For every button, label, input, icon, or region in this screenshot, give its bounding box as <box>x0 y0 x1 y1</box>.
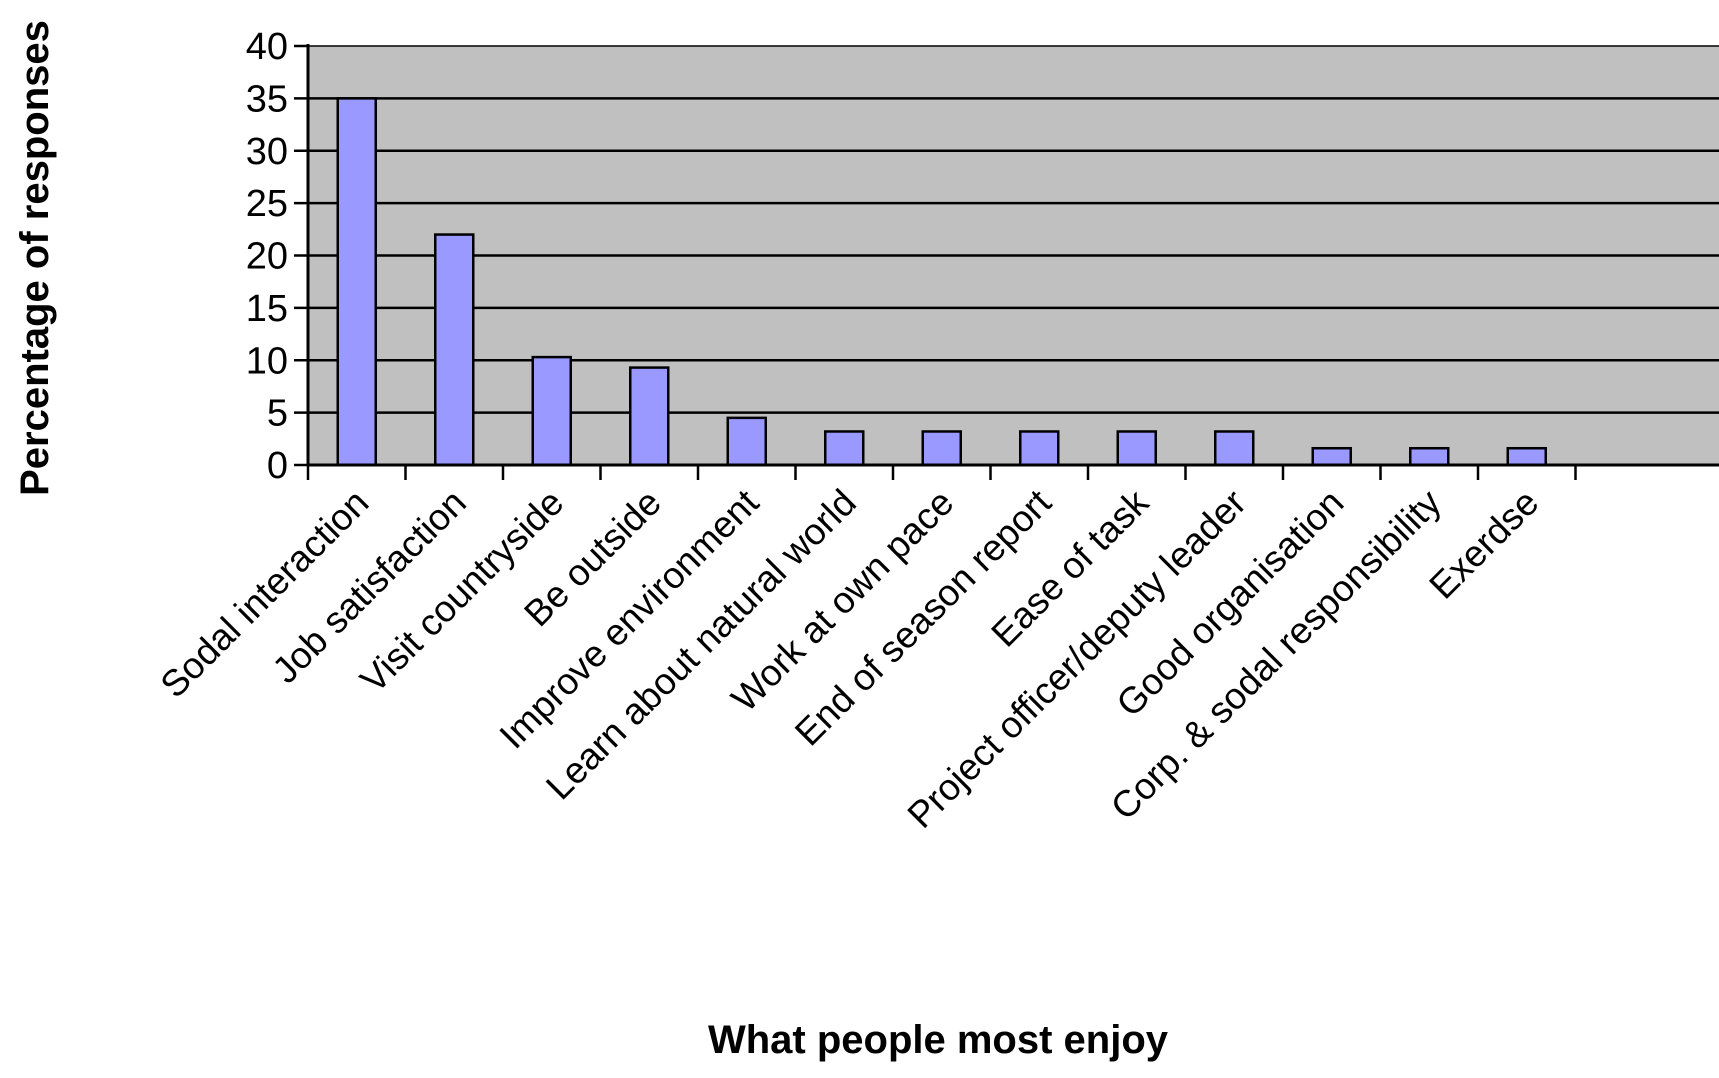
bar <box>1214 430 1255 467</box>
y-tick-label: 0 <box>267 445 288 487</box>
x-category-label: Exerdse <box>1421 482 1546 607</box>
axes <box>294 44 1719 480</box>
y-tick-label: 15 <box>246 288 288 330</box>
y-tick-label: 5 <box>267 393 288 435</box>
bar <box>434 233 475 467</box>
y-tick-label: 35 <box>246 78 288 120</box>
y-axis-title: Percentage of responses <box>13 20 57 496</box>
y-tick-label: 25 <box>246 183 288 225</box>
bar <box>629 366 670 467</box>
bar <box>726 416 767 467</box>
y-tick-labels: 0 5 10 15 20 25 30 35 40 <box>246 26 288 487</box>
bar <box>531 355 572 467</box>
y-tick-label: 30 <box>246 131 288 173</box>
y-tick-label: 10 <box>246 340 288 382</box>
bar <box>921 430 962 467</box>
y-tick-label: 20 <box>246 236 288 278</box>
bar <box>1116 430 1157 467</box>
bar <box>1311 446 1352 467</box>
bar <box>1506 446 1547 467</box>
bars <box>336 97 1547 467</box>
bar <box>824 430 865 467</box>
y-tick-label: 40 <box>246 26 288 68</box>
bar <box>336 97 377 467</box>
bar <box>1019 430 1060 467</box>
x-axis-title: What people most enjoy <box>708 1018 1169 1062</box>
bar <box>1409 446 1450 467</box>
